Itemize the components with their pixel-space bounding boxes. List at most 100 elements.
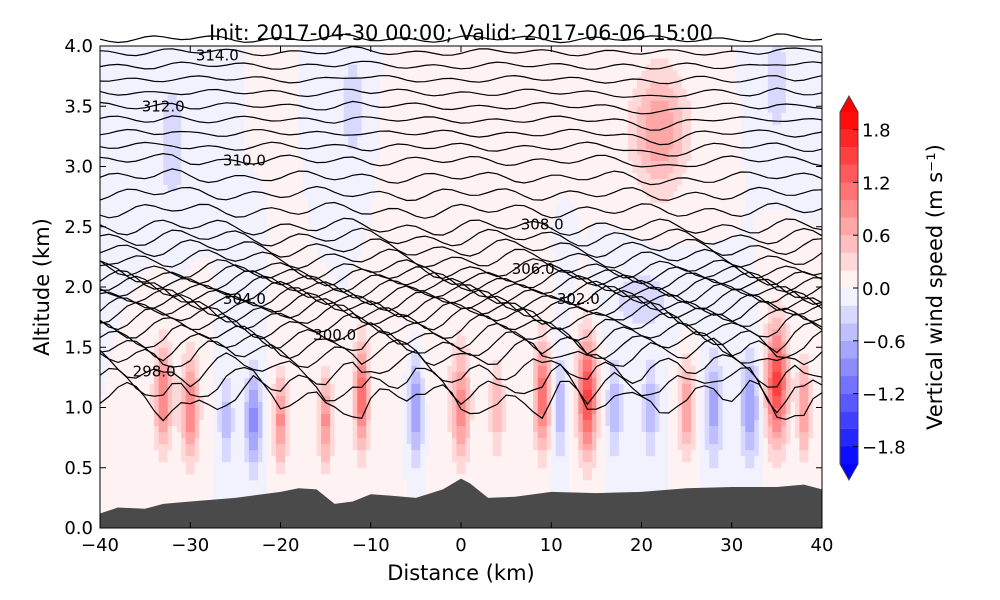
w-cell bbox=[312, 94, 318, 101]
w-cell bbox=[285, 407, 291, 415]
w-cell bbox=[203, 407, 209, 415]
w-cell bbox=[366, 323, 372, 330]
w-cell bbox=[330, 473, 336, 481]
w-cell bbox=[104, 148, 110, 155]
w-cell bbox=[118, 208, 124, 216]
w-cell bbox=[149, 124, 155, 131]
w-cell bbox=[262, 94, 268, 101]
w-cell bbox=[136, 407, 142, 415]
w-cell bbox=[203, 82, 209, 89]
w-cell bbox=[235, 118, 241, 125]
w-cell bbox=[154, 359, 160, 366]
w-cell bbox=[167, 455, 173, 463]
w-cell bbox=[163, 256, 169, 264]
w-cell bbox=[181, 305, 187, 312]
w-cell bbox=[199, 443, 205, 451]
w-cell bbox=[298, 190, 304, 198]
w-cell bbox=[334, 46, 340, 53]
w-cell bbox=[325, 130, 331, 137]
w-cell bbox=[307, 112, 313, 119]
w-cell bbox=[185, 455, 191, 463]
w-cell bbox=[190, 467, 196, 475]
w-cell bbox=[131, 208, 137, 216]
w-cell bbox=[149, 485, 155, 493]
w-cell bbox=[298, 461, 304, 469]
w-cell bbox=[145, 112, 151, 119]
w-cell bbox=[100, 70, 106, 77]
w-cell bbox=[100, 431, 106, 439]
w-cell bbox=[149, 250, 155, 258]
w-cell bbox=[158, 413, 164, 421]
w-cell bbox=[370, 166, 376, 174]
w-cell bbox=[375, 449, 381, 457]
w-cell bbox=[280, 293, 286, 300]
w-cell bbox=[370, 214, 376, 222]
w-cell bbox=[208, 293, 214, 300]
w-cell bbox=[122, 293, 128, 300]
w-cell bbox=[176, 124, 182, 131]
w-cell bbox=[185, 401, 191, 408]
w-cell bbox=[136, 401, 142, 408]
w-cell bbox=[271, 443, 277, 451]
w-cell bbox=[118, 425, 124, 433]
w-cell bbox=[298, 166, 304, 174]
w-cell bbox=[271, 148, 277, 155]
w-cell bbox=[127, 148, 133, 155]
w-cell bbox=[226, 329, 232, 336]
w-cell bbox=[194, 244, 200, 252]
w-cell bbox=[343, 395, 349, 402]
w-cell bbox=[140, 46, 146, 53]
w-cell bbox=[154, 425, 160, 433]
w-cell bbox=[285, 178, 291, 186]
w-cell bbox=[113, 118, 119, 125]
w-cell bbox=[217, 347, 223, 354]
w-cell bbox=[294, 401, 300, 408]
w-cell bbox=[181, 280, 187, 288]
w-cell bbox=[212, 196, 218, 204]
w-cell bbox=[257, 148, 263, 155]
w-cell bbox=[221, 425, 227, 433]
w-cell bbox=[109, 395, 115, 402]
w-cell bbox=[339, 208, 345, 216]
w-cell bbox=[145, 220, 151, 228]
w-cell bbox=[226, 268, 232, 276]
w-cell bbox=[244, 419, 250, 427]
w-cell bbox=[289, 347, 295, 354]
w-cell bbox=[321, 232, 327, 240]
w-cell bbox=[348, 287, 354, 294]
w-cell bbox=[370, 329, 376, 336]
w-cell bbox=[235, 425, 241, 433]
w-cell bbox=[140, 485, 146, 493]
w-cell bbox=[172, 443, 178, 451]
w-cell bbox=[312, 419, 318, 427]
w-cell bbox=[158, 136, 164, 143]
w-cell bbox=[361, 220, 367, 228]
w-cell bbox=[357, 461, 363, 469]
w-cell bbox=[361, 160, 367, 167]
w-cell bbox=[154, 52, 160, 59]
w-cell bbox=[199, 196, 205, 204]
w-cell bbox=[203, 317, 209, 324]
w-cell bbox=[154, 455, 160, 463]
w-cell bbox=[275, 268, 281, 276]
w-cell bbox=[289, 100, 295, 107]
w-cell bbox=[379, 407, 385, 415]
w-cell bbox=[185, 287, 191, 294]
w-cell bbox=[285, 46, 291, 53]
w-cell bbox=[325, 401, 331, 408]
w-cell bbox=[185, 88, 191, 95]
w-cell bbox=[253, 274, 259, 282]
w-cell bbox=[262, 425, 268, 433]
w-cell bbox=[325, 118, 331, 125]
w-cell bbox=[275, 208, 281, 216]
w-cell bbox=[239, 166, 245, 174]
w-cell bbox=[176, 70, 182, 77]
w-cell bbox=[163, 166, 169, 174]
w-cell bbox=[370, 395, 376, 402]
w-cell bbox=[199, 419, 205, 427]
w-cell bbox=[100, 401, 106, 408]
w-cell bbox=[379, 485, 385, 493]
w-cell bbox=[221, 166, 227, 174]
w-cell bbox=[136, 88, 142, 95]
w-cell bbox=[248, 82, 254, 89]
